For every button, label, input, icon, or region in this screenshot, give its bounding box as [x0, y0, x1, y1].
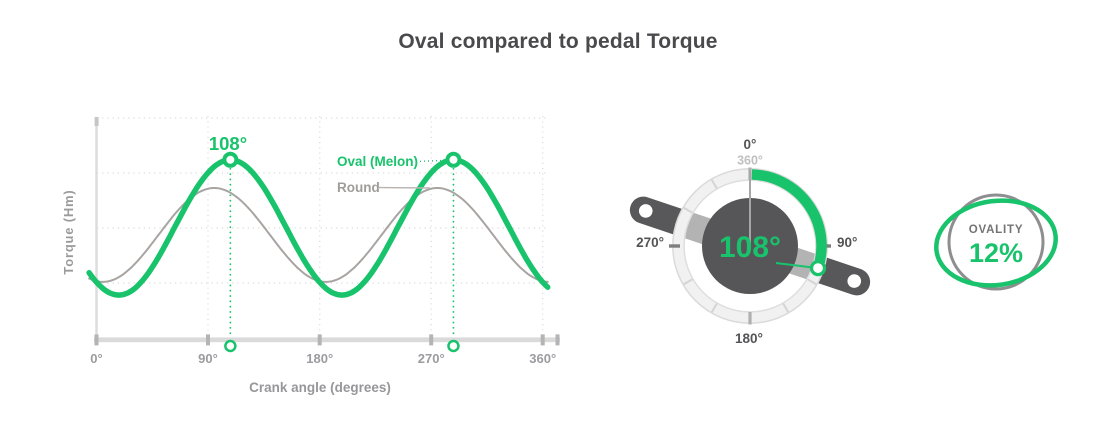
gauge-label-0: 0° [744, 137, 757, 152]
crank-pedal-hole-left [638, 204, 653, 218]
gauge-minor-tick [683, 206, 693, 214]
gauge-value: 108° [719, 231, 781, 264]
y-axis-title: Torque (Hm) [61, 189, 76, 274]
ovality-round-circle [947, 193, 1045, 291]
peak-value-label: 108° [209, 133, 247, 154]
legend-oval-leader [415, 159, 443, 163]
ovality-badge: OVALITY 12% [934, 193, 1058, 291]
peak-axis-marker [224, 339, 237, 353]
x-tick-labels: 0° 90° 180° 270° 360° [90, 351, 556, 366]
gauge-label-180: 180° [735, 331, 763, 346]
gauge-arc-end-marker [809, 259, 827, 277]
gauge-label-360: 360° [737, 154, 763, 168]
gauge-minor-tick [807, 278, 817, 286]
x-tick-label-90: 90° [198, 351, 218, 366]
page-title: Oval compared to pedal Torque [398, 30, 718, 53]
x-axis-title: Crank angle (degrees) [249, 380, 391, 395]
gauge-minor-tick [710, 303, 718, 313]
y-axis-cap [94, 117, 99, 126]
peak-marker [445, 151, 462, 168]
torque-chart: 108° Oval (Melon) Round Torque (Hm) Cran… [61, 116, 560, 395]
x-tick-label-180: 180° [306, 351, 333, 366]
x-tick-label-360: 360° [529, 351, 556, 366]
gauge-label-90: 90° [837, 235, 857, 250]
crank-gauge: 108° 0° 360° 90° 180° 270° [629, 137, 871, 346]
x-tick-label-0: 0° [90, 351, 102, 366]
ovality-label: OVALITY [969, 224, 1024, 236]
peak-annotations [222, 151, 462, 353]
gauge-pointer [775, 259, 827, 277]
x-axis-ticks [94, 334, 560, 346]
ovality-value: 12% [969, 238, 1023, 268]
crank-pedal-hole-right [847, 274, 862, 288]
gauge-minor-tick [710, 179, 718, 189]
ovality-oval-ellipse [934, 198, 1058, 288]
legend-oval-label: Oval (Melon) [337, 154, 418, 169]
peak-axis-marker [447, 339, 460, 353]
peak-marker [222, 151, 239, 168]
x-axis-band [94, 337, 560, 343]
gauge-minor-tick [683, 278, 693, 286]
legend-round-label: Round [337, 180, 380, 195]
legend-round-leader [378, 186, 431, 189]
gauge-ticks [669, 167, 831, 325]
curve-round [88, 187, 549, 283]
curve-oval [86, 157, 551, 298]
chart-grid [97, 116, 546, 335]
gauge-minor-tick [782, 303, 790, 313]
gauge-label-270: 270° [636, 235, 664, 250]
x-tick-label-270: 270° [418, 351, 445, 366]
gauge-arc [751, 169, 827, 270]
